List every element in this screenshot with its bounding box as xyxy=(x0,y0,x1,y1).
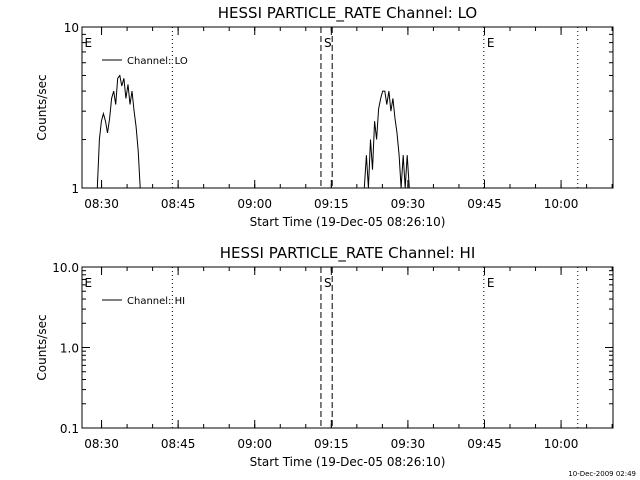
x-tick-label: 09:00 xyxy=(237,197,272,211)
x-tick-label: 09:45 xyxy=(467,437,502,451)
event-marker-s: S xyxy=(324,36,332,50)
chart-title: HESSI PARTICLE_RATE Channel: HI xyxy=(220,244,476,263)
y-tick-label: 0.1 xyxy=(60,422,79,436)
x-tick-label: 08:45 xyxy=(161,197,196,211)
y-tick-label: 10.0 xyxy=(52,261,79,275)
x-tick-label: 09:15 xyxy=(314,437,349,451)
event-marker-e: E xyxy=(487,36,495,50)
x-tick-label: 10:00 xyxy=(544,437,579,451)
data-series-line xyxy=(363,90,410,189)
x-tick-label: 09:30 xyxy=(391,437,426,451)
plot-frame xyxy=(81,266,614,429)
x-tick-label: 08:30 xyxy=(84,197,119,211)
y-axis-label: Counts/sec xyxy=(35,314,49,380)
panel-lo-channel: HESSI PARTICLE_RATE Channel: LO 08:30 08:4… xyxy=(35,4,614,229)
y-tick-label: 1.0 xyxy=(60,342,79,356)
y-tick-label: 1 xyxy=(71,182,79,196)
event-marker-s: S xyxy=(324,276,332,290)
y-axis-label: Counts/sec xyxy=(35,74,49,140)
x-tick-label: 08:30 xyxy=(84,437,119,451)
data-series-line xyxy=(96,74,147,189)
legend-entry: Channel: HI xyxy=(127,296,185,307)
x-tick-label: 09:00 xyxy=(237,437,272,451)
x-tick-label: 09:15 xyxy=(314,197,349,211)
event-marker-e: E xyxy=(85,36,93,50)
footer-timestamp: 10-Dec-2009 02:49 xyxy=(568,470,636,478)
panel-hi-channel: HESSI PARTICLE_RATE Channel: HI 08:30 08:4… xyxy=(35,244,614,469)
x-tick-label: 09:45 xyxy=(467,197,502,211)
legend-entry: Channel: LO xyxy=(127,56,188,67)
x-tick-label: 08:45 xyxy=(161,437,196,451)
y-tick-label: 10 xyxy=(64,21,79,35)
event-marker-e: E xyxy=(487,276,495,290)
x-tick-label: 09:30 xyxy=(391,197,426,211)
plot-frame xyxy=(81,26,614,189)
x-axis-label: Start Time (19-Dec-05 08:26:10) xyxy=(250,215,446,229)
event-marker-e: E xyxy=(85,276,93,290)
chart-title: HESSI PARTICLE_RATE Channel: LO xyxy=(218,4,477,23)
x-axis-label: Start Time (19-Dec-05 08:26:10) xyxy=(250,455,446,469)
x-tick-label: 10:00 xyxy=(544,197,579,211)
